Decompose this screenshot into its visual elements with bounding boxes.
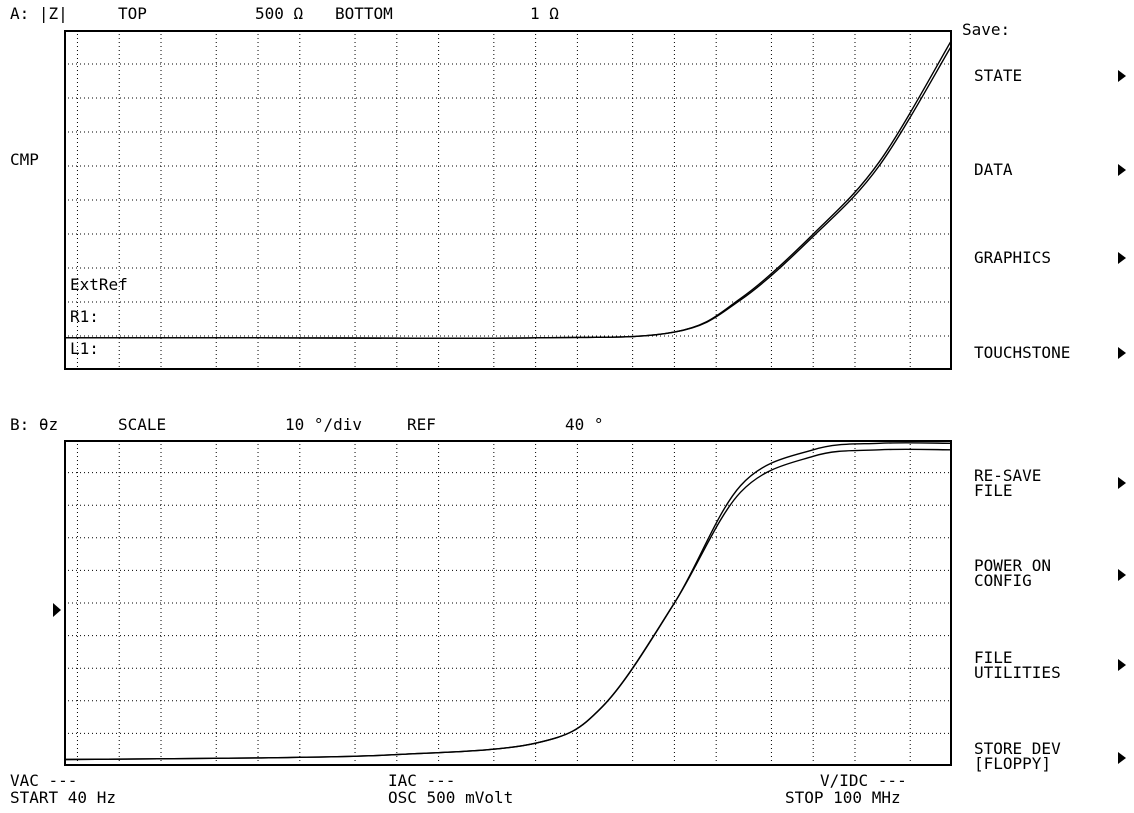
trace-line-2 — [64, 448, 952, 761]
trace-a-curves — [64, 39, 952, 339]
right-triangle-icon — [1118, 164, 1126, 176]
softkey-graphics-label: GRAPHICS — [974, 248, 1052, 267]
softkey-data-label: DATA — [974, 160, 1013, 179]
softkey-state-label: STATE — [974, 66, 1023, 85]
trace-b-plot[interactable] — [64, 440, 952, 766]
softkey-graphics[interactable]: GRAPHICS — [974, 250, 1134, 268]
trace-a-bottom-label: BOTTOM — [335, 4, 393, 23]
softkey-re-save-file[interactable]: RE-SAVE FILE — [974, 468, 1134, 500]
trace-a-label: A: |Z| — [10, 4, 68, 23]
r1-label: R1: — [70, 307, 99, 326]
trace-b-ref-value: 40 ° — [565, 415, 604, 434]
right-triangle-icon — [1118, 659, 1126, 671]
softkey-store-dev[interactable]: STORE DEV [FLOPPY] — [974, 741, 1134, 773]
iac-label: IAC --- — [388, 771, 456, 790]
trace-a-top-value: 500 Ω — [255, 4, 304, 23]
softkey-file-utilities[interactable]: FILE UTILITIES — [974, 650, 1134, 682]
trace-b-ref-label: REF — [407, 415, 436, 434]
cmp-label: CMP — [10, 150, 39, 169]
softkey-power-on-config-label: POWER ON CONFIG — [974, 556, 1052, 590]
trace-b-curves — [64, 442, 952, 761]
softkey-state[interactable]: STATE — [974, 68, 1134, 86]
softkey-menu-title: Save: — [962, 20, 1011, 39]
ext-ref-label: ExtRef — [70, 275, 128, 294]
trace-b-label: B: θz — [10, 415, 59, 434]
stop-frequency[interactable]: STOP 100 MHz — [785, 788, 901, 807]
trace-b-frame — [64, 440, 952, 766]
trace-b-scale-label: SCALE — [118, 415, 167, 434]
vidc-label: V/IDC --- — [820, 771, 907, 790]
right-triangle-icon — [1118, 252, 1126, 264]
trace-line-1 — [64, 442, 952, 761]
right-triangle-icon — [1118, 477, 1126, 489]
vac-label: VAC --- — [10, 771, 78, 790]
ref-marker-icon — [53, 603, 61, 617]
softkey-touchstone[interactable]: TOUCHSTONE — [974, 345, 1134, 363]
trace-a-plot[interactable]: ExtRef R1: L1: — [64, 30, 952, 370]
trace-a-bottom-value: 1 Ω — [530, 4, 559, 23]
trace-line-1 — [64, 39, 952, 339]
right-triangle-icon — [1118, 569, 1126, 581]
right-triangle-icon — [1118, 347, 1126, 359]
l1-label: L1: — [70, 339, 99, 358]
softkey-store-dev-label: STORE DEV [FLOPPY] — [974, 739, 1061, 773]
softkey-re-save-file-label: RE-SAVE FILE — [974, 466, 1042, 500]
trace-b-grid — [64, 440, 952, 766]
trace-line-2 — [64, 44, 952, 339]
softkey-touchstone-label: TOUCHSTONE — [974, 343, 1071, 362]
trace-b-scale-value: 10 °/div — [285, 415, 363, 434]
right-triangle-icon — [1118, 70, 1126, 82]
right-triangle-icon — [1118, 752, 1126, 764]
trace-a-top-label: TOP — [118, 4, 147, 23]
softkey-power-on-config[interactable]: POWER ON CONFIG — [974, 558, 1134, 590]
trace-a-grid — [64, 30, 952, 370]
start-frequency[interactable]: START 40 Hz — [10, 788, 116, 807]
softkey-data[interactable]: DATA — [974, 162, 1134, 180]
osc-level[interactable]: OSC 500 mVolt — [388, 788, 514, 807]
softkey-file-utilities-label: FILE UTILITIES — [974, 648, 1061, 682]
trace-a-frame — [64, 30, 952, 370]
